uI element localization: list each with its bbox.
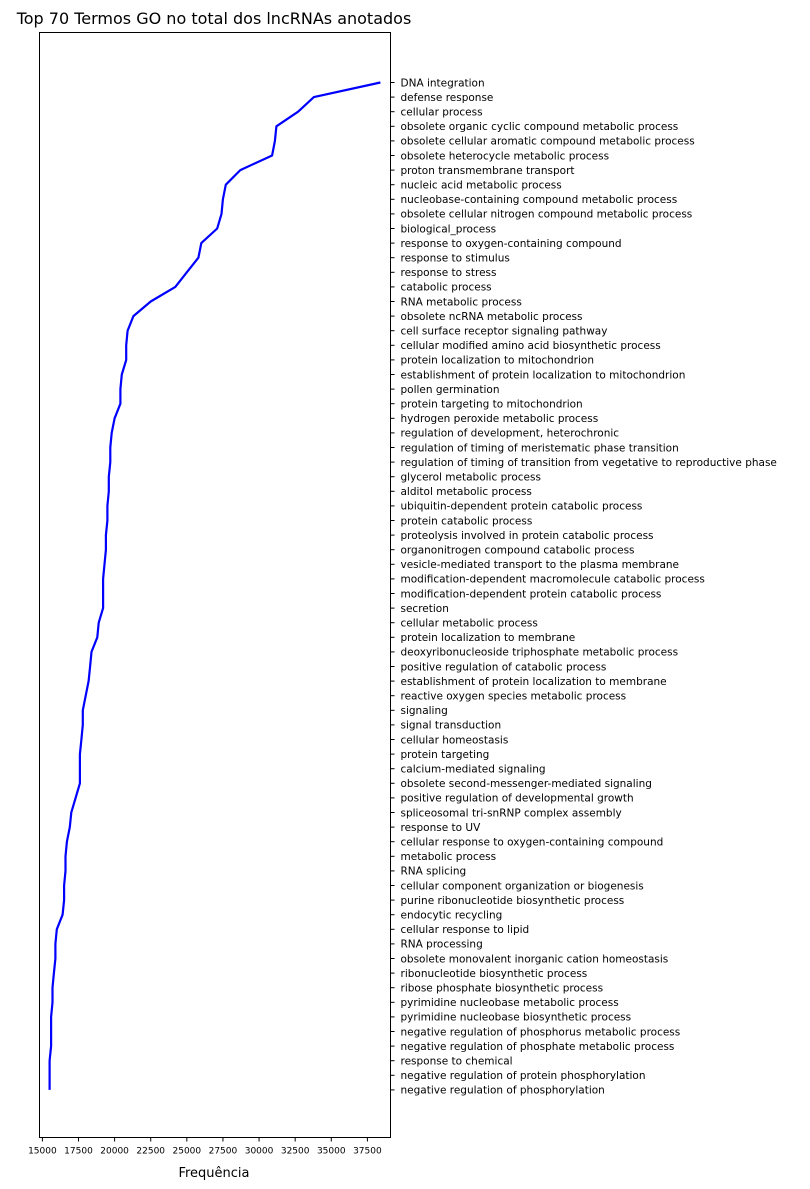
y-tick-label: pyrimidine nucleobase metabolic process [401,997,619,1009]
y-tick-label: protein localization to mitochondrion [401,355,595,367]
y-tick-label: response to stimulus [401,253,510,265]
y-tick-label: catabolic process [401,282,492,294]
y-tick-label: establishment of protein localization to… [401,676,667,688]
y-tick-label: negative regulation of phosphorus metabo… [401,1026,681,1038]
y-tick-label: calcium-mediated signaling [401,764,546,776]
y-tick-label: spliceosomal tri-snRNP complex assembly [401,807,622,819]
y-tick-label: reactive oxygen species metabolic proces… [401,691,627,703]
y-tick-label: cellular process [401,107,483,119]
y-tick-label: alditol metabolic process [401,486,532,498]
y-tick-label: response to oxygen-containing compound [401,238,622,250]
y-tick-label: defense response [401,92,494,104]
x-tick-label: 27500 [209,1147,238,1157]
y-tick-label: cellular metabolic process [401,618,538,630]
x-tick-label: 22500 [136,1147,165,1157]
y-tick-label: pyrimidine nucleobase biosynthetic proce… [401,1012,632,1024]
y-tick-label: ribonucleotide biosynthetic process [401,968,588,980]
y-tick-label: cellular component organization or bioge… [401,880,644,892]
y-tick-label: signal transduction [401,720,502,732]
y-tick-label: obsolete second-messenger-mediated signa… [401,778,652,790]
y-tick-label: deoxyribonucleoside triphosphate metabol… [401,647,679,659]
y-axis: DNA integration defense response cellular … [390,77,777,1097]
y-tick-label: regulation of timing of meristematic pha… [401,442,679,454]
y-tick-label: DNA integration [401,77,485,89]
x-tick-label: 25000 [173,1147,202,1157]
y-tick-label: modification-dependent macromolecule cat… [401,574,705,586]
y-tick-label: response to chemical [401,1056,513,1068]
y-tick-label: regulation of timing of transition from … [401,457,777,469]
y-tick-label: nucleobase-containing compound metabolic… [401,194,678,206]
y-tick-label: regulation of development, heterochronic [401,428,620,440]
y-tick-label: protein localization to membrane [401,632,576,644]
y-tick-label: ubiquitin-dependent protein catabolic pr… [401,501,643,513]
chart-title: Top 70 Termos GO no total dos lncRNAs an… [16,9,412,28]
y-tick-label: negative regulation of phosphorylation [401,1085,605,1097]
y-tick-label: positive regulation of developmental gro… [401,793,634,805]
y-tick-label: RNA splicing [401,866,467,878]
y-tick-label: proteolysis involved in protein cataboli… [401,530,654,542]
y-tick-label: protein targeting [401,749,490,761]
y-tick-label: cellular modified amino acid biosyntheti… [401,340,661,352]
y-tick-label: RNA metabolic process [401,296,522,308]
x-axis-label: Frequência [178,1166,249,1181]
x-tick-label: 35000 [317,1147,346,1157]
y-tick-label: response to UV [401,822,482,834]
y-tick-label: glycerol metabolic process [401,472,541,484]
y-tick-label: positive regulation of catabolic process [401,661,607,673]
y-tick-label: cellular homeostasis [401,734,509,746]
y-tick-label: nucleic acid metabolic process [401,180,562,192]
y-tick-label: cell surface receptor signaling pathway [401,326,608,338]
y-tick-label: secretion [401,603,449,615]
x-tick-label: 15000 [28,1147,57,1157]
y-tick-label: ribose phosphate biosynthetic process [401,983,604,995]
x-tick-label: 32500 [281,1147,310,1157]
y-tick-label: proton transmembrane transport [401,165,575,177]
x-tick-label: 30000 [245,1147,274,1157]
plot-area [39,32,391,1138]
series-line [48,81,381,1090]
y-tick-label: purine ribonucleotide biosynthetic proce… [401,895,625,907]
y-tick-label: protein catabolic process [401,515,533,527]
y-tick-label: signaling [401,705,448,717]
y-tick-label: protein targeting to mitochondrion [401,399,583,411]
y-tick-label: cellular response to oxygen-containing c… [401,837,664,849]
x-tick-label: 17500 [64,1147,93,1157]
x-axis: 15000 17500 20000 22500 25000 27500 30000 32500… [28,1137,382,1157]
y-tick-label: negative regulation of protein phosphory… [401,1070,646,1082]
y-tick-label: RNA processing [401,939,483,951]
y-tick-label: obsolete cellular aromatic compound meta… [401,136,695,148]
y-tick-label: negative regulation of phosphate metabol… [401,1041,675,1053]
x-tick-label: 20000 [100,1147,129,1157]
y-tick-label: cellular response to lipid [401,924,530,936]
y-tick-label: modification-dependent protein catabolic… [401,588,662,600]
y-tick-label: organonitrogen compound catabolic proces… [401,545,635,557]
y-tick-label: hydrogen peroxide metabolic process [401,413,599,425]
y-tick-label: response to stress [401,267,497,279]
y-tick-label: obsolete organic cyclic compound metabol… [401,121,679,133]
y-tick-label: endocytic recycling [401,910,503,922]
y-tick-label: obsolete ncRNA metabolic process [401,311,583,323]
y-tick-label: establishment of protein localization to… [401,369,686,381]
y-tick-label: obsolete cellular nitrogen compound meta… [401,209,693,221]
y-tick-label: biological_process [401,223,497,235]
y-tick-label: obsolete heterocycle metabolic process [401,150,610,162]
y-tick-label: metabolic process [401,851,497,863]
y-tick-label: pollen germination [401,384,500,396]
x-tick-label: 37500 [353,1147,382,1157]
y-tick-label: vesicle-mediated transport to the plasma… [401,559,680,571]
y-tick-label: obsolete monovalent inorganic cation hom… [401,953,669,965]
